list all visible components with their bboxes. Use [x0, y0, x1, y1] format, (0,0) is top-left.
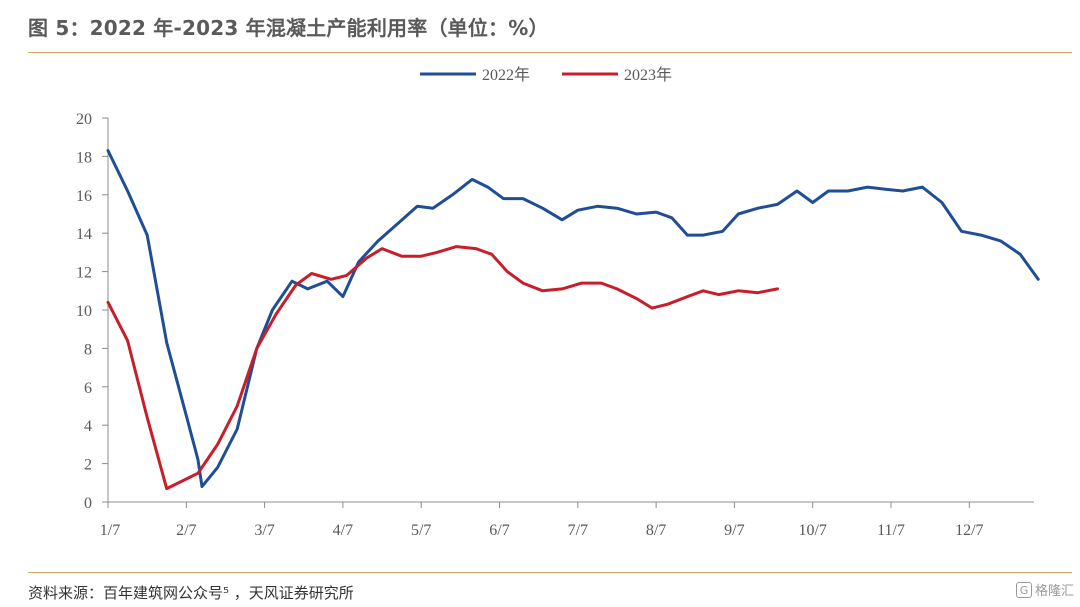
series-line-1	[106, 149, 1040, 489]
y-tick-label: 6	[84, 380, 92, 397]
x-tick-label: 1/7	[100, 522, 120, 539]
x-tick-label: 6/7	[489, 522, 509, 539]
x-tick-label: 7/7	[568, 522, 588, 539]
y-tick-label: 10	[76, 303, 92, 320]
x-tick-label: 11/7	[877, 522, 905, 539]
series-group	[106, 149, 1040, 491]
line-chart: 2022年 2023年 0 2 4 6 8 10 12 14 16 18 20 1/7 2/7 3/7 4/…	[76, 66, 1040, 539]
y-tick-label: 2	[84, 457, 92, 474]
header-divider	[28, 52, 1072, 53]
y-tick-label: 0	[84, 495, 92, 512]
y-tick-label: 20	[76, 111, 92, 128]
x-tick-label: 4/7	[333, 522, 353, 539]
watermark: G 格隆汇	[1015, 580, 1074, 599]
source-note: 资料来源：百年建筑网公众号⁵ ，天风证券研究所	[28, 584, 354, 602]
y-tick-label: 12	[76, 265, 92, 282]
x-axis: 1/7 2/7 3/7 4/7 5/7 6/7 7/7 8/7 9/7 10/7 11/7 12/7	[100, 501, 1034, 539]
x-tick-label: 12/7	[955, 522, 983, 539]
x-tick-label: 10/7	[798, 522, 826, 539]
watermark-text: 格隆汇	[1034, 584, 1074, 599]
x-tick-label: 9/7	[724, 522, 744, 539]
series-line-2	[106, 245, 779, 491]
y-tick-label: 14	[76, 226, 92, 243]
x-tick-label: 8/7	[646, 522, 666, 539]
legend: 2022年 2023年	[420, 66, 672, 84]
x-tick-label: 3/7	[254, 522, 274, 539]
x-tick-label: 5/7	[411, 522, 431, 539]
y-axis: 0 2 4 6 8 10 12 14 16 18 20	[76, 111, 109, 512]
page-title: 图 5：2022 年-2023 年混凝土产能利用率（单位：%）	[28, 16, 549, 40]
y-tick-label: 18	[76, 149, 92, 166]
legend-label-1: 2022年	[482, 66, 530, 84]
footer-divider	[28, 572, 1072, 573]
legend-label-2: 2023年	[624, 66, 672, 84]
x-tick-label: 2/7	[176, 522, 196, 539]
y-tick-label: 16	[76, 188, 92, 205]
watermark-logo-icon: G	[1015, 581, 1032, 598]
y-tick-label: 8	[84, 341, 92, 358]
y-tick-label: 4	[84, 418, 92, 435]
